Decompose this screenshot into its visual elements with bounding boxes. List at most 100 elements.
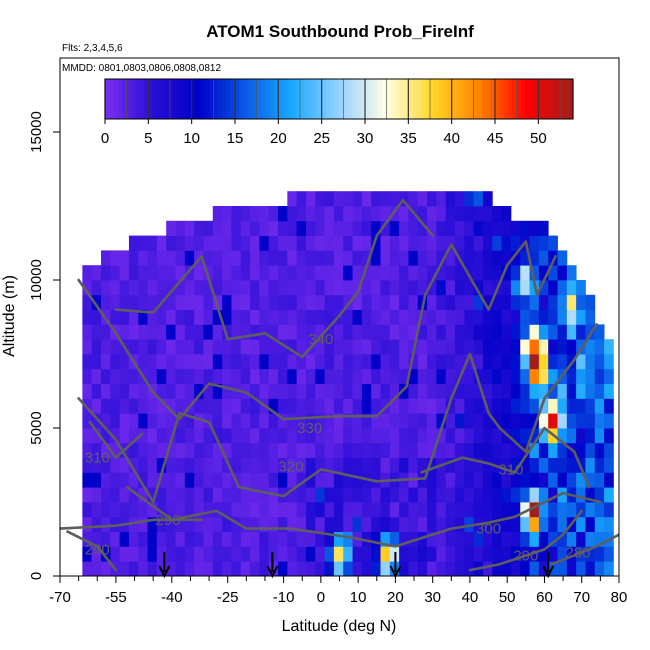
heatmap-cell xyxy=(455,457,465,473)
heatmap-cell xyxy=(482,383,493,399)
heatmap-cell xyxy=(501,220,512,236)
heatmap-cell xyxy=(259,383,270,399)
heatmap-cell xyxy=(231,502,242,518)
heatmap-cell xyxy=(138,294,148,310)
heatmap-cell xyxy=(594,472,605,488)
heatmap-cell xyxy=(538,502,549,518)
heatmap-cell xyxy=(119,294,130,310)
heatmap-cell xyxy=(501,265,512,281)
colorbar-swatch xyxy=(473,79,479,119)
heatmap-cell xyxy=(324,309,335,325)
contour-label: 340 xyxy=(308,331,333,348)
heatmap-cell xyxy=(184,442,195,458)
heatmap-cell xyxy=(315,487,325,503)
heatmap-cell xyxy=(315,531,325,547)
heatmap-cell xyxy=(417,324,428,340)
heatmap-cell xyxy=(166,442,176,458)
heatmap-cell xyxy=(445,294,456,310)
heatmap-cell xyxy=(128,324,139,340)
heatmap-cell xyxy=(91,324,102,340)
heatmap-cell xyxy=(492,398,503,414)
heatmap-cell xyxy=(240,546,251,562)
heatmap-cell xyxy=(482,294,493,310)
heatmap-cell xyxy=(482,235,493,251)
heatmap-cell xyxy=(82,561,93,576)
heatmap-cell xyxy=(333,398,344,414)
colorbar-swatch xyxy=(417,79,422,119)
heatmap-cell xyxy=(268,220,279,236)
heatmap-cell xyxy=(343,235,353,251)
heatmap-cell xyxy=(482,206,493,222)
heatmap-cell xyxy=(147,354,158,370)
heatmap-cell xyxy=(380,442,391,458)
heatmap-cell xyxy=(119,546,130,562)
heatmap-cell xyxy=(538,546,549,562)
heatmap-cell xyxy=(501,339,512,355)
colorbar-swatch xyxy=(265,79,271,119)
colorbar-swatch xyxy=(490,79,496,119)
heatmap-cell xyxy=(119,324,130,340)
heatmap-cell xyxy=(417,487,428,503)
heatmap-cell xyxy=(436,309,447,325)
heatmap-cell xyxy=(315,265,325,281)
heatmap-cell xyxy=(445,516,456,532)
heatmap-cell xyxy=(203,354,214,370)
heatmap-cell xyxy=(278,457,288,473)
heatmap-cell xyxy=(333,339,344,355)
heatmap-cell xyxy=(268,235,279,251)
heatmap-cell xyxy=(166,413,176,429)
contour-line-320 xyxy=(77,323,598,504)
heatmap-cell xyxy=(296,531,307,547)
heatmap-cell xyxy=(259,368,270,384)
heatmap-cell xyxy=(212,546,223,562)
heatmap-cell xyxy=(175,428,186,444)
heatmap-cell xyxy=(91,457,102,473)
heatmap-cell xyxy=(203,398,214,414)
heatmap-cell xyxy=(417,442,428,458)
heatmap-cell xyxy=(436,413,447,429)
heatmap-cell xyxy=(287,220,298,236)
heatmap-cell xyxy=(296,324,307,340)
colorbar-tick-label: 20 xyxy=(270,130,287,147)
heatmap-cell xyxy=(138,265,148,281)
heatmap-cell xyxy=(222,398,232,414)
heatmap-cell xyxy=(464,546,475,562)
heatmap-cell xyxy=(166,531,176,547)
heatmap-cell xyxy=(548,383,558,399)
heatmap-cell xyxy=(566,546,577,562)
heatmap-cell xyxy=(166,324,176,340)
heatmap-cell xyxy=(138,413,148,429)
heatmap-cell xyxy=(417,339,428,355)
x-tick-label: 20 xyxy=(387,589,404,606)
heatmap-cell xyxy=(278,472,288,488)
heatmap-cell xyxy=(371,235,381,251)
heatmap-cell xyxy=(259,487,270,503)
heatmap-cell xyxy=(287,487,298,503)
heatmap-cell xyxy=(184,250,195,266)
heatmap-cell xyxy=(361,487,372,503)
heatmap-cell xyxy=(445,324,456,340)
heatmap-cell xyxy=(231,487,242,503)
heatmap-cell xyxy=(222,294,232,310)
heatmap-cell xyxy=(361,206,372,222)
heatmap-cell xyxy=(585,339,596,355)
heatmap-cell xyxy=(333,561,344,576)
colorbar-swatch xyxy=(308,79,314,119)
heatmap-cell xyxy=(222,516,232,532)
heatmap-cell xyxy=(408,457,419,473)
colorbar-swatch xyxy=(196,79,201,119)
heatmap-cell xyxy=(371,324,381,340)
heatmap-cell xyxy=(464,206,475,222)
heatmap-cell xyxy=(492,442,503,458)
heatmap-cell xyxy=(594,354,605,370)
heatmap-cell xyxy=(408,265,419,281)
heatmap-cell xyxy=(324,546,335,562)
heatmap-cell xyxy=(203,516,214,532)
x-tick-label: -40 xyxy=(161,589,183,606)
colorbar-swatch xyxy=(365,79,370,119)
heatmap-cell xyxy=(408,546,419,562)
heatmap-cell xyxy=(482,472,493,488)
heatmap-cell xyxy=(408,398,419,414)
heatmap-cell xyxy=(604,354,614,370)
heatmap-cell xyxy=(548,516,558,532)
